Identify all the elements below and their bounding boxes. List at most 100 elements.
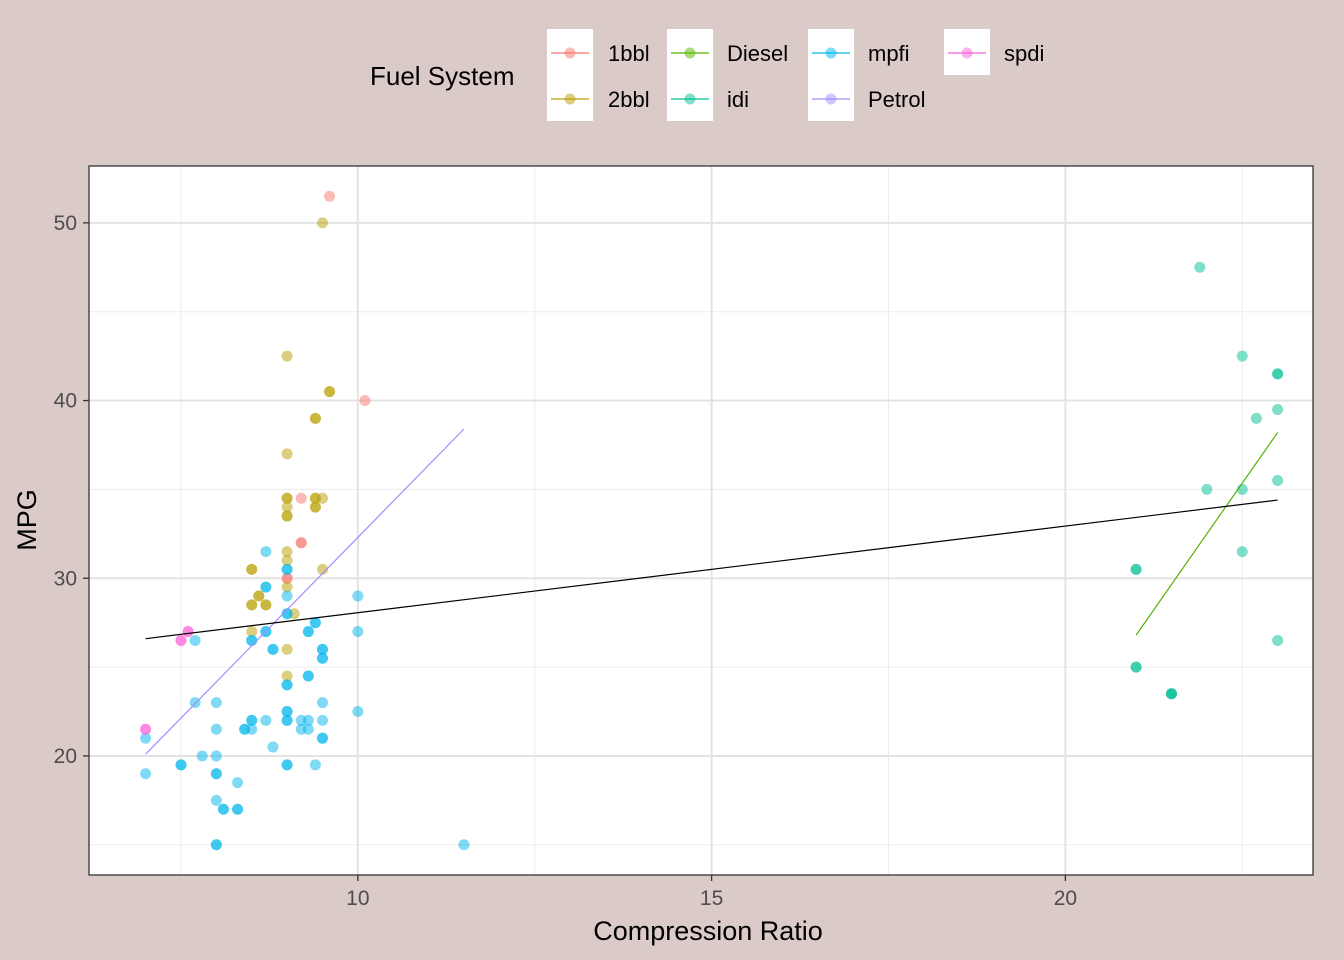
point-mpfi: [316, 732, 328, 744]
legend-item-label: 1bbl: [608, 41, 650, 66]
point-mpfi: [302, 670, 314, 682]
point-mpfi: [316, 643, 328, 655]
point-2bbl: [281, 501, 293, 513]
point-1bbl: [281, 572, 293, 584]
panel-border: [88, 165, 1314, 876]
point-spdi: [175, 634, 187, 646]
point-idi: [1194, 261, 1206, 273]
point-idi: [1236, 546, 1248, 558]
point-2bbl: [316, 217, 328, 229]
y-tick-label: 20: [54, 745, 77, 768]
trend-line-diesel: [1135, 432, 1279, 636]
legend-item-label: Diesel: [727, 41, 788, 66]
point-spdi: [140, 723, 152, 735]
point-idi: [1130, 661, 1142, 673]
point-mpfi: [210, 794, 222, 806]
legend-item-petrol: Petrol: [812, 87, 925, 112]
y-tick-label: 30: [54, 567, 77, 590]
point-2bbl: [281, 581, 293, 593]
point-spdi: [182, 626, 194, 638]
plot-panel: [88, 165, 1314, 876]
x-axis-label: Compression Ratio: [593, 916, 823, 946]
point-mpfi: [281, 590, 293, 602]
legend: Fuel System 1bbl 2bbl Diesel idi mpfi Petrol s…: [370, 29, 1044, 121]
legend-item-idi: idi: [671, 87, 749, 112]
legend-key-point: [961, 47, 973, 59]
point-idi: [1272, 634, 1284, 646]
legend-item-1bbl: 1bbl: [551, 41, 650, 66]
point-2bbl: [246, 626, 258, 638]
legend-key-point: [684, 93, 696, 105]
point-mpfi: [232, 777, 244, 789]
point-mpfi: [309, 617, 321, 629]
legend-item-label: idi: [727, 87, 749, 112]
point-2bbl: [324, 386, 336, 398]
point-mpfi: [189, 697, 201, 709]
point-2bbl: [260, 599, 272, 611]
point-idi: [1272, 475, 1284, 487]
point-idi: [1165, 688, 1177, 700]
point-2bbl: [309, 412, 321, 424]
legend-key-point: [825, 47, 837, 59]
point-2bbl: [281, 546, 293, 558]
point-1bbl: [295, 537, 307, 549]
point-mpfi: [316, 697, 328, 709]
point-1bbl: [295, 492, 307, 504]
point-mpfi: [281, 706, 293, 718]
legend-key-point: [684, 47, 696, 59]
point-mpfi: [246, 714, 258, 726]
point-2bbl: [246, 563, 258, 575]
point-idi: [1272, 403, 1284, 415]
point-mpfi: [260, 546, 272, 558]
point-mpfi: [267, 643, 279, 655]
point-mpfi: [196, 750, 208, 762]
y-axis-label: MPG: [12, 489, 42, 551]
point-mpfi: [267, 741, 279, 753]
point-mpfi: [281, 608, 293, 620]
point-mpfi: [217, 803, 229, 815]
point-1bbl: [359, 395, 371, 407]
y-tick-label: 40: [54, 390, 77, 413]
point-mpfi: [302, 723, 314, 735]
point-2bbl: [281, 510, 293, 522]
legend-key-point: [825, 93, 837, 105]
point-mpfi: [316, 652, 328, 664]
point-mpfi: [140, 768, 152, 780]
point-mpfi: [210, 768, 222, 780]
point-1bbl: [324, 190, 336, 202]
x-axis: 10 15 20: [346, 875, 1077, 910]
point-2bbl: [309, 501, 321, 513]
legend-key-point: [564, 93, 576, 105]
point-2bbl: [281, 670, 293, 682]
point-idi: [1130, 563, 1142, 575]
point-mpfi: [246, 723, 258, 735]
point-mpfi: [302, 714, 314, 726]
point-mpfi: [352, 626, 364, 638]
point-mpfi: [309, 759, 321, 771]
point-2bbl: [246, 599, 258, 611]
point-2bbl: [316, 563, 328, 575]
x-tick-label: 15: [700, 887, 723, 910]
legend-item-label: Petrol: [868, 87, 925, 112]
legend-item-diesel: Diesel: [671, 41, 788, 66]
y-axis: 20 30 40 50: [54, 212, 89, 768]
legend-item-spdi: spdi: [948, 41, 1044, 66]
point-mpfi: [210, 697, 222, 709]
y-tick-label: 50: [54, 212, 77, 235]
point-mpfi: [260, 581, 272, 593]
point-idi: [1250, 412, 1262, 424]
legend-title: Fuel System: [370, 61, 515, 91]
point-mpfi: [260, 714, 272, 726]
point-mpfi: [232, 803, 244, 815]
point-mpfi: [281, 759, 293, 771]
point-2bbl: [281, 350, 293, 362]
legend-item-label: spdi: [1004, 41, 1044, 66]
point-idi: [1272, 368, 1284, 380]
point-mpfi: [281, 679, 293, 691]
trend-line-petrol: [145, 428, 465, 755]
legend-key-background: [808, 29, 854, 121]
point-mpfi: [281, 714, 293, 726]
point-idi: [1201, 483, 1213, 495]
legend-item-label: mpfi: [868, 41, 910, 66]
